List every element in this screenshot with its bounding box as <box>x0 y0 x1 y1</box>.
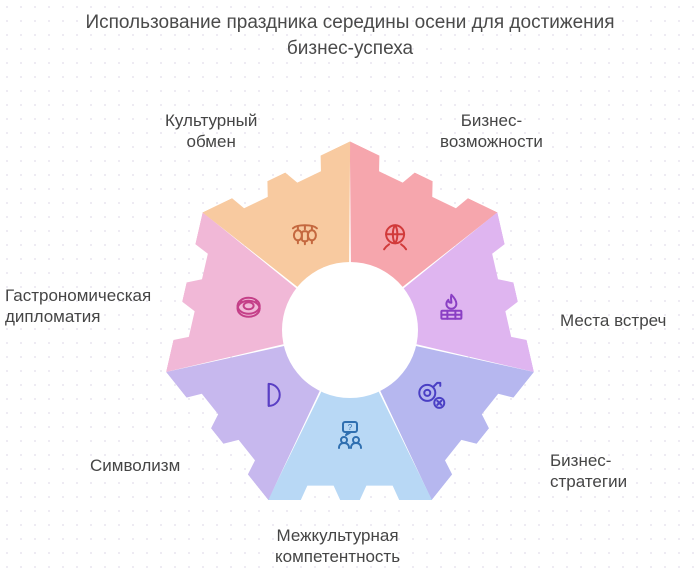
title-line1: Использование праздника середины осени д… <box>85 12 614 33</box>
title-line2: бизнес-успеха <box>287 38 413 59</box>
segment-label: Межкультурная компетентность <box>275 525 400 568</box>
page-title: Использование праздника середины осени д… <box>0 10 700 61</box>
segment-label: Бизнес- стратегии <box>550 450 627 493</box>
segment-label: Места встреч <box>560 310 666 331</box>
segment-label: Гастрономическая дипломатия <box>5 285 151 328</box>
segment-label: Культурный обмен <box>165 110 257 153</box>
gear-hub <box>282 262 418 398</box>
segment-label: Бизнес- возможности <box>440 110 543 153</box>
segment-label: Символизм <box>90 455 180 476</box>
